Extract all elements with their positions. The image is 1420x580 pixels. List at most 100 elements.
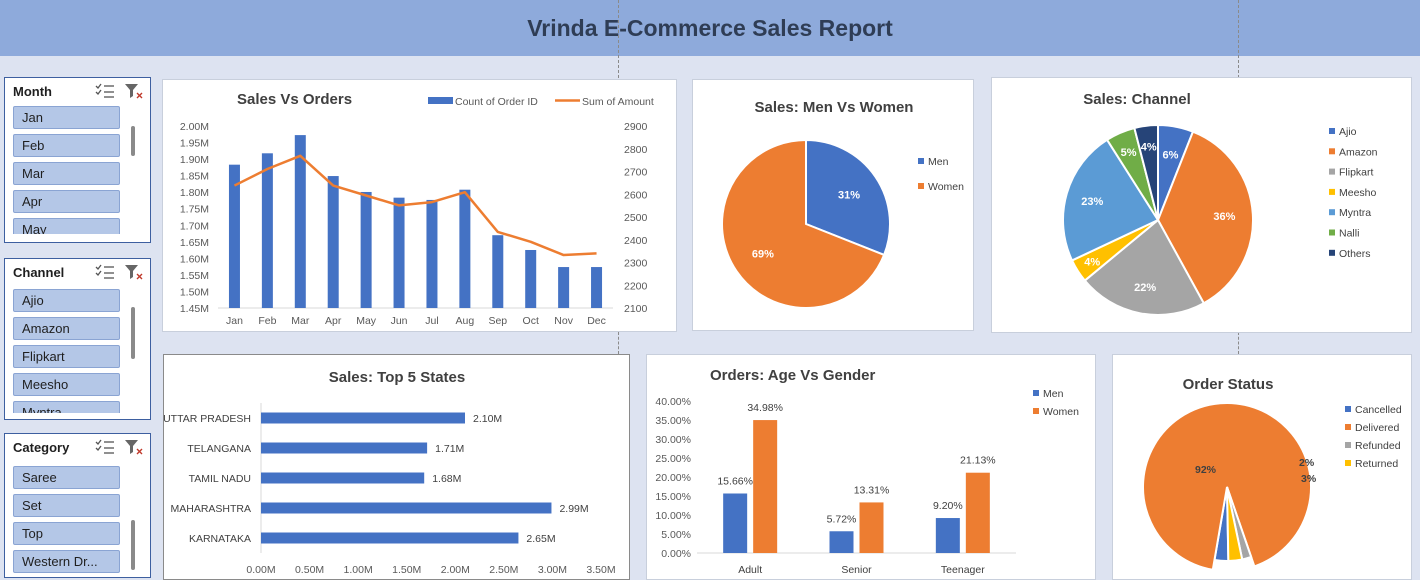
data-label: 1.68M	[432, 473, 461, 485]
left-axis-tick-label: 1.45M	[180, 303, 209, 315]
slicer-item-jan[interactable]: Jan	[13, 106, 120, 129]
slicer-item-apr[interactable]: Apr	[13, 190, 120, 213]
x-tick-label: 3.00M	[538, 564, 567, 576]
y-tick-label: 5.00%	[661, 529, 691, 541]
x-tick-label: Oct	[523, 315, 539, 327]
right-axis-tick-label: 2600	[624, 189, 648, 201]
pie-slice-men	[805, 138, 891, 257]
bar-women-senior	[859, 502, 884, 553]
report-title: Vrinda E-Commerce Sales Report	[527, 14, 893, 41]
sales-vs-orders-chart: Sales Vs Orders 1.45M 1.50M 1.55M 1.60M 1.65M…	[180, 91, 654, 327]
legend-swatch-refunded	[1345, 442, 1351, 448]
scrollbar[interactable]	[131, 126, 135, 156]
channel-slicer: Channel Ajio Amazon Flipkart Meesho Mynt…	[4, 258, 151, 420]
data-label: 2.65M	[526, 533, 555, 545]
multi-select-icon[interactable]	[94, 438, 116, 456]
y-tick-label: 20.00%	[655, 472, 691, 484]
legend-swatch-nalli	[1329, 229, 1335, 236]
bar-orders-oct	[525, 249, 537, 308]
slicer-item-ajio[interactable]: Ajio	[13, 289, 120, 312]
left-axis-tick-label: 1.75M	[180, 204, 209, 216]
y-tick-label: 25.00%	[655, 453, 691, 465]
legend-swatch-women	[918, 183, 924, 189]
left-axis-tick-label: 1.80M	[180, 187, 209, 199]
y-tick-label: MAHARASHTRA	[170, 503, 251, 515]
data-label: 23%	[1081, 196, 1103, 208]
pie-slice-flipkart	[1083, 218, 1206, 316]
legend-swatch-myntra	[1329, 209, 1335, 216]
x-tick-label: Mar	[291, 315, 310, 327]
multi-select-icon[interactable]	[94, 82, 116, 100]
channel-slicer-title: Channel	[13, 264, 65, 280]
y-tick-label: UTTAR PRADESH	[164, 413, 251, 425]
category-slicer-title: Category	[13, 439, 70, 455]
pie-slice-amazon	[1156, 130, 1254, 305]
slicer-item-mar[interactable]: Mar	[13, 162, 120, 185]
report-header: Vrinda E-Commerce Sales Report	[0, 0, 1420, 56]
pie-slice-others	[1133, 123, 1159, 221]
month-slicer: Month Jan Feb Mar Apr May	[4, 77, 151, 243]
legend-label: Men	[928, 156, 949, 168]
bar-maharashtra	[261, 502, 552, 514]
left-axis-tick-label: 1.85M	[180, 171, 209, 183]
x-tick-label: Dec	[587, 315, 606, 327]
channel-slicer-list: Ajio Amazon Flipkart Meesho Myntra	[5, 287, 150, 413]
slicer-item-set[interactable]: Set	[13, 494, 120, 517]
multi-select-icon[interactable]	[94, 263, 116, 281]
legend-label: Ajio	[1339, 126, 1357, 138]
bar-women-adult	[753, 420, 778, 553]
bar-orders-feb	[261, 153, 273, 308]
scrollbar[interactable]	[131, 307, 135, 359]
age-vs-gender-panel: Orders: Age Vs Gender 0.00% 5.00% 10.00% 15.…	[646, 354, 1096, 580]
legend-label: Sum of Amount	[582, 96, 654, 108]
pie-slice-myntra	[1062, 138, 1160, 262]
slicer-item-myntra[interactable]: Myntra	[13, 401, 120, 413]
clear-filter-icon[interactable]	[122, 438, 144, 456]
data-label: 5.72%	[827, 513, 857, 525]
legend-swatch-others	[1329, 249, 1335, 256]
left-axis-tick-label: 1.70M	[180, 220, 209, 232]
legend-label: Others	[1339, 248, 1371, 260]
bar-orders-dec	[591, 267, 603, 308]
data-label: 3%	[1301, 473, 1317, 485]
x-tick-label: May	[356, 315, 377, 327]
chart-title: Sales: Men Vs Women	[755, 99, 914, 116]
x-tick-label: Jan	[226, 315, 243, 327]
chart-title: Sales: Channel	[1083, 91, 1191, 108]
slicer-item-feb[interactable]: Feb	[13, 134, 120, 157]
scrollbar[interactable]	[131, 520, 135, 570]
sales-vs-orders-panel: Sales Vs Orders 1.45M 1.50M 1.55M 1.60M 1.65M…	[162, 79, 677, 332]
y-tick-label: 0.00%	[661, 548, 691, 560]
slicer-item-amazon[interactable]: Amazon	[13, 317, 120, 340]
legend-swatch-women	[1033, 408, 1039, 414]
x-tick-label: Aug	[456, 315, 475, 327]
x-tick-label: Adult	[738, 564, 762, 576]
left-axis-tick-label: 1.90M	[180, 154, 209, 166]
y-tick-label: 10.00%	[655, 510, 691, 522]
legend-swatch-meesho	[1329, 188, 1335, 195]
x-tick-label: 0.00M	[246, 564, 275, 576]
data-label: 2%	[1299, 457, 1315, 469]
y-tick-label: TAMIL NADU	[189, 473, 251, 485]
legend-swatch-cancelled	[1345, 406, 1351, 412]
line-sum-of-amount	[233, 154, 597, 257]
bar-orders-mar	[294, 135, 306, 308]
slicer-item-western-dress[interactable]: Western Dr...	[13, 550, 120, 573]
clear-filter-icon[interactable]	[122, 82, 144, 100]
clear-filter-icon[interactable]	[122, 263, 144, 281]
men-vs-women-chart: Sales: Men Vs Women 31% 69% Men Women	[721, 99, 964, 309]
slicer-item-flipkart[interactable]: Flipkart	[13, 345, 120, 368]
legend-label: Amazon	[1339, 146, 1378, 158]
data-label: 5%	[1121, 147, 1137, 159]
x-tick-label: 1.50M	[392, 564, 421, 576]
data-label: 31%	[838, 190, 860, 202]
legend-swatch-flipkart	[1329, 168, 1335, 175]
category-slicer: Category Saree Set Top Western Dr...	[4, 433, 151, 578]
right-axis-tick-label: 2200	[624, 280, 648, 292]
slicer-item-saree[interactable]: Saree	[13, 466, 120, 489]
right-axis-tick-label: 2800	[624, 144, 648, 156]
slicer-item-meesho[interactable]: Meesho	[13, 373, 120, 396]
data-label: 34.98%	[747, 402, 783, 414]
slicer-item-top[interactable]: Top	[13, 522, 120, 545]
slicer-item-may[interactable]: May	[13, 218, 120, 234]
